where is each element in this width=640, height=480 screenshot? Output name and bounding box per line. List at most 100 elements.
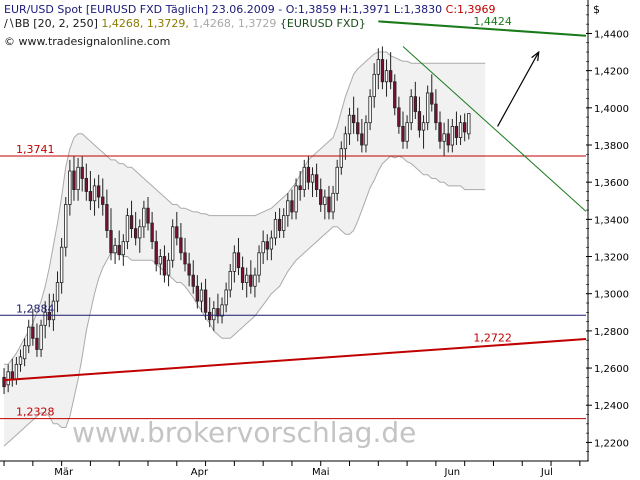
candle-body (138, 226, 142, 239)
y-tick-label: 1,2600 (594, 364, 629, 375)
candle-body (109, 230, 113, 254)
candle-body (59, 246, 64, 283)
candle-body (129, 215, 134, 230)
bb-source: {EURUSD FXD} (279, 17, 366, 30)
candle-body (220, 304, 224, 317)
candle-body (257, 252, 261, 276)
chart-header-line2: ∕∖BB [20, 2, 250] 1,4268, 1,3729, 1,4268… (4, 17, 366, 30)
candle-body (10, 371, 14, 380)
candle-body (421, 122, 426, 131)
candle-body (376, 59, 380, 75)
y-tick-label: 1,4400 (594, 29, 629, 40)
candle-body (269, 237, 274, 250)
y-tick-label: 1,2800 (594, 327, 629, 338)
y-tick-label: 1,3400 (594, 215, 629, 226)
candle-body (331, 192, 335, 213)
candle-body (364, 122, 368, 146)
candle-body (314, 174, 319, 191)
candle-body (76, 166, 80, 191)
candle-body (343, 133, 348, 150)
candle-body (282, 215, 286, 231)
candle-body (384, 70, 389, 83)
candle-body (425, 92, 430, 124)
candle-body (438, 122, 442, 142)
x-tick-label: Apr (191, 467, 209, 478)
candle-body (265, 241, 269, 250)
candle-body (72, 170, 76, 191)
y-tick-label: 1,3200 (594, 253, 629, 264)
candle-body (467, 113, 471, 135)
candle-body (125, 215, 130, 243)
date-label: 23.06.2009 (211, 3, 275, 16)
candle-body (261, 241, 265, 254)
bb-lower: 1,4268 (192, 17, 231, 30)
candle-body (450, 126, 455, 146)
candle-body (64, 204, 68, 248)
candle-body (298, 185, 302, 191)
candle-body (80, 166, 84, 179)
candle-body (286, 200, 290, 217)
trend-line (378, 20, 587, 37)
candle-body (434, 103, 438, 124)
trend-line-label: 1,4424 (473, 15, 512, 28)
candle-body (442, 133, 446, 142)
chart-header-line1: EUR/USD Spot [EURUSD FXD Täglich] 23.06.… (4, 3, 496, 16)
candle-body (302, 166, 306, 191)
candle-body (191, 274, 195, 287)
candle-body (409, 96, 413, 124)
candle-body (232, 252, 237, 272)
candle-body (216, 308, 220, 317)
candle-body (39, 324, 43, 350)
candle-body (277, 218, 282, 231)
candle-body (55, 282, 60, 302)
y-tick-label: 1,4200 (594, 67, 629, 78)
candle-body (47, 311, 51, 321)
candles (2, 46, 471, 395)
candle-body (179, 237, 183, 254)
candle-body (417, 111, 422, 131)
candle-body (306, 166, 311, 183)
axes: $ 1,4400 1,4200 1,4000 1,3800 1,3600 1,3400 1,… (0, 0, 629, 478)
high-value: H:1,3971 (339, 3, 391, 16)
forecast-arrowhead (531, 50, 540, 62)
x-tick-label: Jun (444, 467, 461, 478)
candle-body (294, 185, 298, 213)
currency-label: $ (593, 3, 600, 16)
x-tick-label: Jul (540, 467, 553, 478)
trend-line-label: 1,2722 (473, 331, 512, 344)
candle-body (249, 274, 253, 287)
candle-body (92, 185, 97, 202)
candle-body (199, 289, 204, 302)
candle-body (51, 300, 56, 321)
candle-body (175, 226, 179, 239)
candle-body (158, 256, 163, 265)
y-tick-label: 1,3600 (594, 178, 629, 189)
candle-body (458, 122, 463, 138)
candle-body (150, 222, 154, 243)
candle-body (105, 204, 109, 231)
candle-body (113, 244, 117, 254)
candle-body (228, 270, 232, 291)
candle-body (146, 207, 150, 224)
candle-body (368, 96, 372, 124)
y-tick-label: 1,2400 (594, 401, 629, 412)
candle-body (240, 267, 245, 283)
candle-body (18, 356, 23, 365)
candle-body (335, 166, 339, 194)
candle-body (43, 311, 47, 326)
candle-body (253, 274, 257, 287)
instrument-label: EUR/USD Spot [EURUSD FXD Täglich] (4, 3, 209, 16)
candle-body (142, 207, 146, 228)
candle-body (388, 70, 393, 83)
candle-body (236, 252, 241, 269)
candle-body (35, 337, 39, 350)
candle-body (351, 114, 356, 124)
trend-line (3, 338, 587, 382)
bb-icon: ∕∖ (4, 17, 15, 30)
candle-body (203, 289, 208, 313)
candle-body (397, 107, 401, 127)
candle-body (356, 122, 360, 135)
y-tick-label: 1,3800 (594, 141, 629, 152)
candle-body (68, 170, 72, 205)
